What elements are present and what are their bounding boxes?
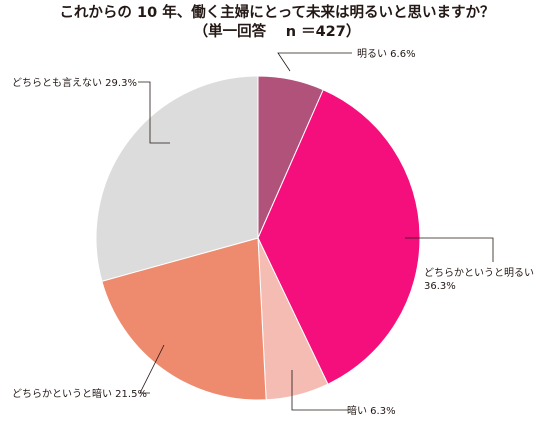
chart-subtitle: （単一回答 n ＝427） (193, 24, 361, 40)
pie-slice-3 (101, 237, 267, 401)
leader-line-3 (139, 344, 165, 394)
leader-line-0 (277, 52, 352, 72)
pie-slice-4 (95, 75, 259, 282)
leader-line-1 (405, 237, 494, 262)
slice-labels: 明るい 6.6% どちらかというと明るい 36.3% 暗い 6.3% どちらかというと暗… (12, 48, 534, 417)
leader-line-4 (138, 81, 170, 144)
slice-label-2: 暗い 6.3% (347, 404, 396, 417)
leader-lines (138, 52, 494, 411)
slice-label-3: どちらかというと暗い 21.5% (12, 387, 147, 400)
leader-line-2 (291, 370, 348, 411)
pie-slice-1 (257, 89, 421, 385)
slice-label-0: 明るい 6.6% (357, 48, 416, 60)
chart-title-block: これからの 10 年、働く主婦にとって未来は明るいと思いますか？ （単一回答 n… (0, 4, 554, 42)
slice-label-4: どちらとも言えない 29.3% (12, 76, 137, 89)
pie-slices (95, 75, 421, 401)
slice-value-1: 36.3% (424, 281, 456, 292)
chart-title: これからの 10 年、働く主婦にとって未来は明るいと思いますか？ (59, 5, 495, 21)
slice-label-1: どちらかというと明るい (424, 267, 534, 279)
